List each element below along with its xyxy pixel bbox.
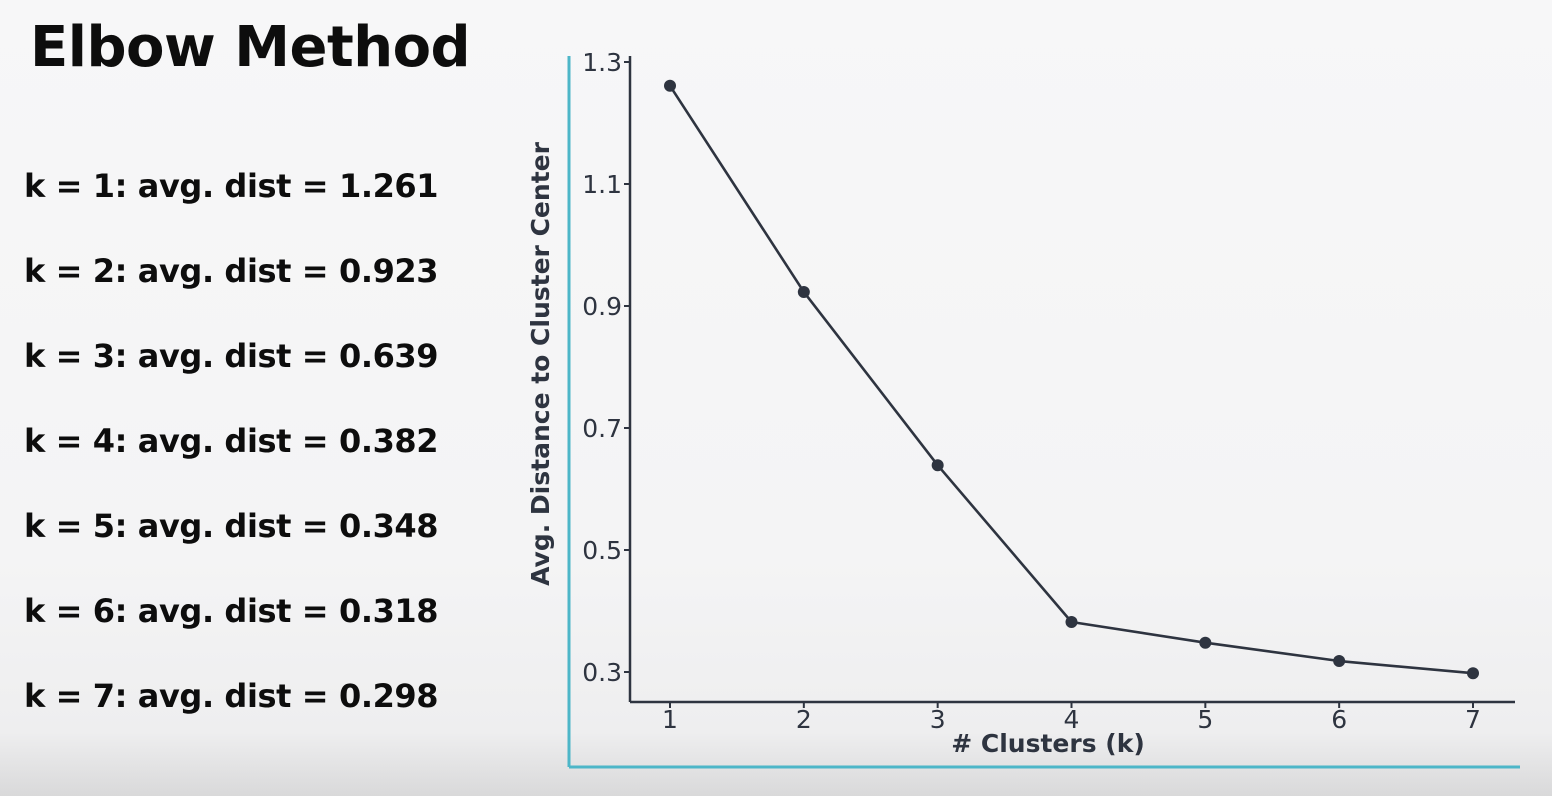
x-tick-label: 5 [1197, 705, 1213, 734]
data-point [1065, 615, 1078, 628]
k-result-item: k = 4: avg. dist = 0.382 [24, 422, 439, 460]
y-tick-label: 1.1 [582, 170, 622, 199]
x-axis-ticks: 1 2 3 4 5 6 7 [662, 702, 1481, 734]
y-tick-label: 0.3 [582, 658, 622, 687]
data-point [664, 79, 676, 92]
series-line [668, 85, 1474, 675]
k-result-item: k = 3: avg. dist = 0.639 [24, 337, 439, 375]
data-point [797, 285, 810, 298]
y-tick-label: 1.3 [582, 48, 622, 77]
x-tick-label: 7 [1465, 705, 1481, 734]
x-tick-label: 4 [1064, 705, 1080, 734]
page-title: Elbow Method [30, 15, 471, 80]
k-result-item: k = 7: avg. dist = 0.298 [24, 677, 439, 715]
k-result-item: k = 2: avg. dist = 0.923 [24, 252, 439, 290]
chart-frame [567, 56, 1520, 769]
k-result-item: k = 6: avg. dist = 0.318 [24, 592, 439, 630]
data-point [1199, 636, 1212, 649]
series-polyline [668, 85, 1474, 675]
data-point [1333, 655, 1346, 668]
x-axis-label: # Clusters (k) [951, 729, 1145, 758]
series-points [664, 79, 1479, 680]
x-tick-label: 1 [662, 705, 678, 734]
y-axis-ticks: 0.3 0.5 0.7 0.9 1.1 1.3 [582, 48, 630, 687]
y-axis-label: Avg. Distance to Cluster Center [526, 141, 555, 586]
data-point [931, 459, 944, 472]
k-result-item: k = 5: avg. dist = 0.348 [24, 507, 439, 545]
k-result-item: k = 1: avg. dist = 1.261 [24, 167, 439, 205]
x-tick-label: 6 [1331, 705, 1347, 734]
x-tick-label: 2 [796, 705, 812, 734]
x-tick-label: 3 [930, 705, 946, 734]
data-point [1467, 667, 1479, 680]
y-tick-label: 0.7 [582, 414, 622, 443]
y-tick-label: 0.9 [582, 292, 622, 321]
chart-axes [628, 56, 1515, 704]
y-tick-label: 0.5 [582, 536, 622, 565]
